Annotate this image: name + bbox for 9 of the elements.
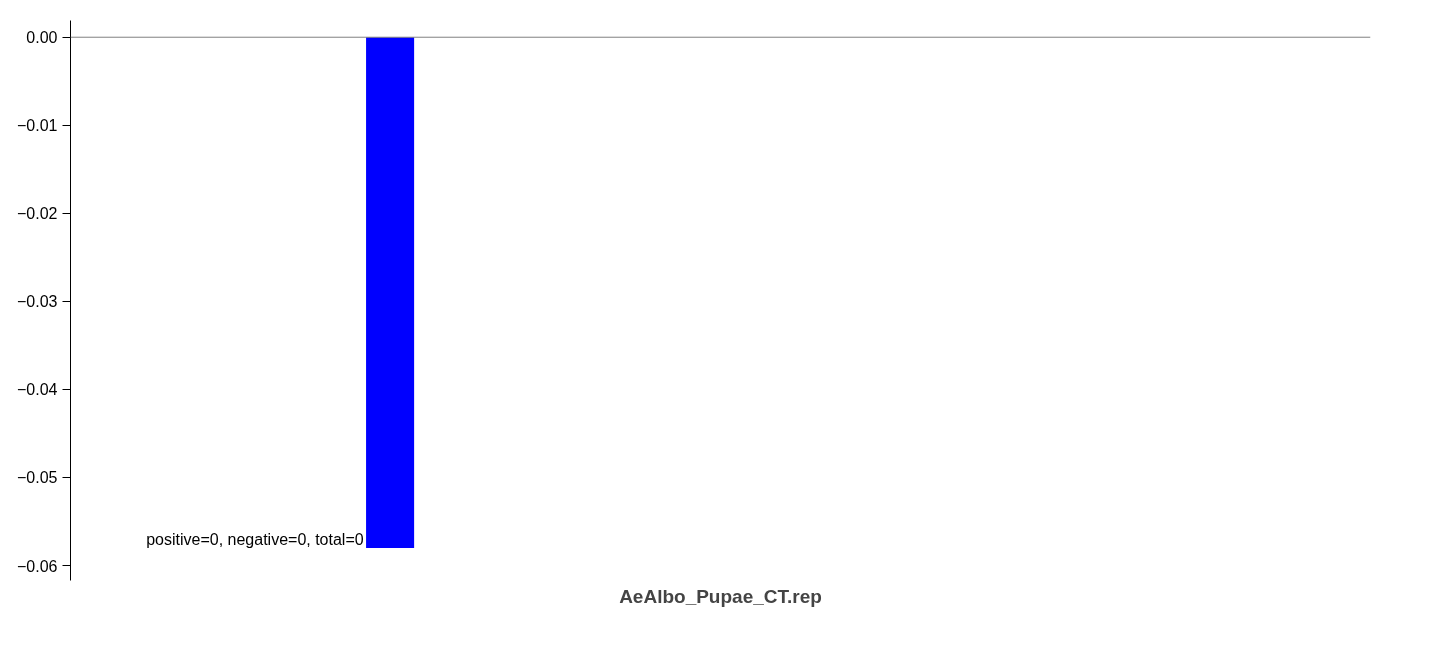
y-tick-label: −0.03 xyxy=(17,293,58,311)
annotation: positive=0, negative=0, total=0 xyxy=(146,530,364,548)
y-tick-label: −0.01 xyxy=(17,117,58,135)
y-tick-label: −0.06 xyxy=(17,557,58,575)
x-axis-title: AeAlbo_Pupae_CT.rep xyxy=(619,585,822,607)
y-tick-label: −0.02 xyxy=(17,205,58,223)
y-tick-label: −0.05 xyxy=(17,469,58,487)
y-tick-label: 0.00 xyxy=(26,29,58,47)
y-tick-label: −0.04 xyxy=(17,381,58,399)
